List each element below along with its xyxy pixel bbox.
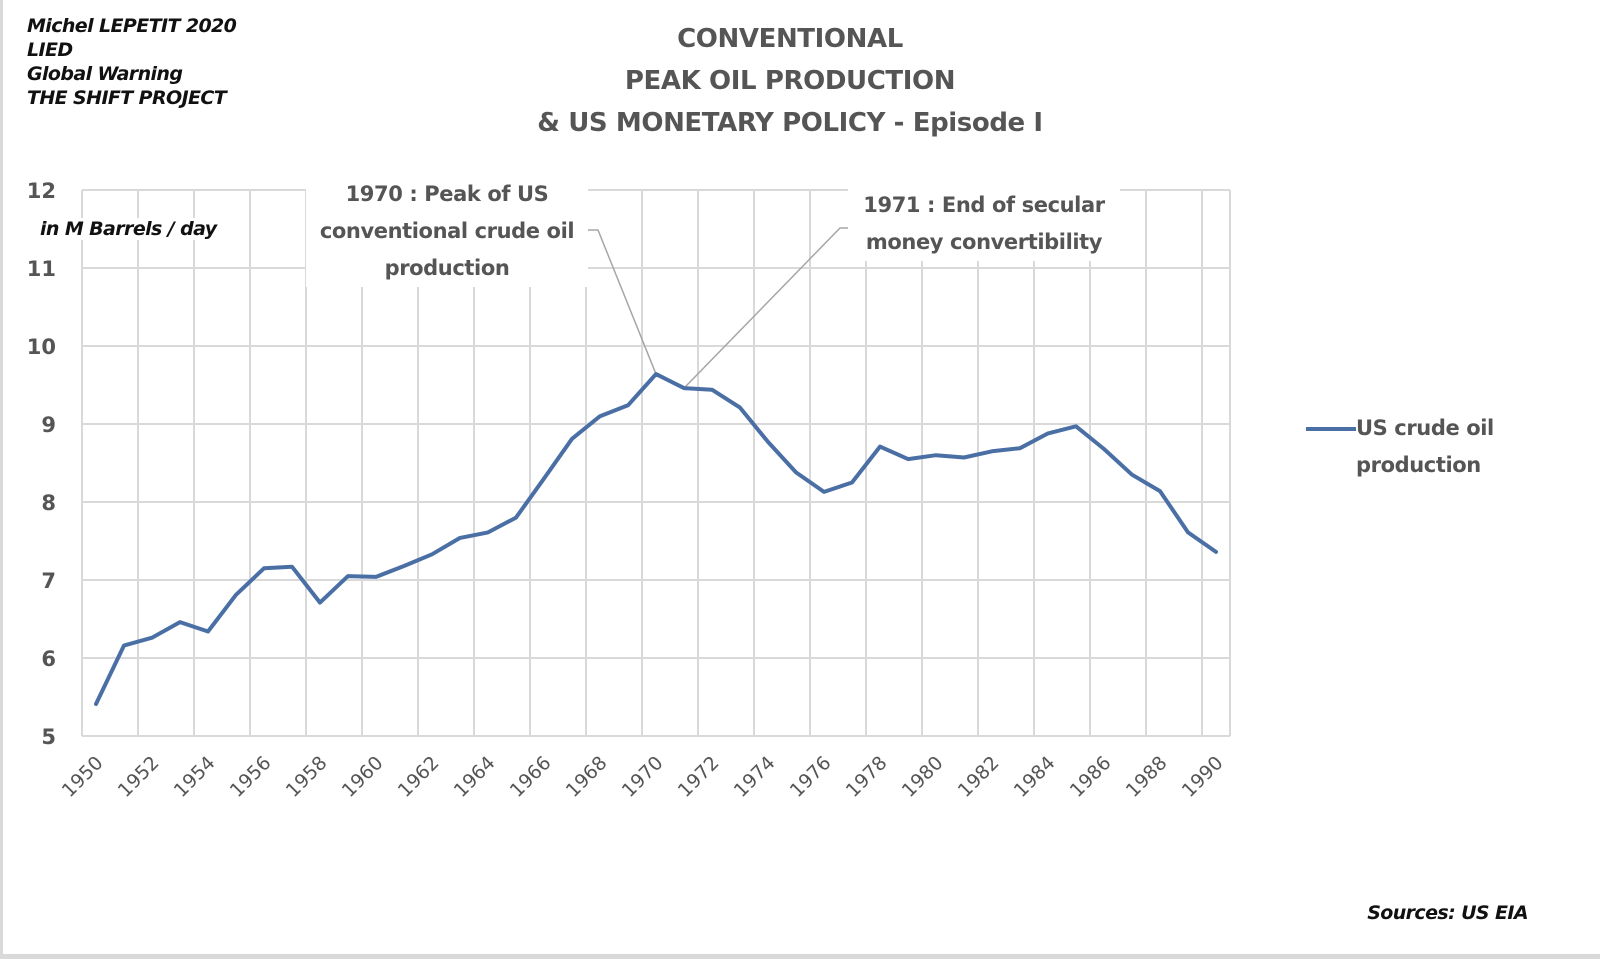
y-axis-unit-label: in M Barrels / day	[36, 218, 221, 240]
x-tick-label: 1976	[786, 752, 836, 802]
frame-bottom-border	[0, 954, 1600, 959]
x-tick-label: 1966	[506, 752, 556, 802]
x-tick-label: 1986	[1066, 752, 1116, 802]
x-tick-label: 1958	[282, 752, 332, 802]
x-tick-label: 1972	[674, 752, 724, 802]
series-group	[94, 372, 1218, 706]
x-tick-label: 1974	[730, 752, 780, 802]
x-tick-label: 1982	[954, 752, 1004, 802]
x-tick-label: 1980	[898, 752, 948, 802]
author-line: Global Warning	[27, 63, 183, 85]
annotation-line: money convertibility	[865, 230, 1103, 254]
author-line: Michel LEPETIT 2020	[27, 15, 237, 37]
x-tick-label: 1964	[450, 752, 500, 802]
annotation-line: conventional crude oil	[319, 219, 575, 243]
chart-legend: US crude oil production	[1306, 410, 1526, 484]
x-axis-tick-labels: 1950 1952 1954 1956 1958 1960 1962 1964 1966 1968…	[58, 752, 1228, 802]
x-tick-label: 1950	[58, 752, 108, 802]
x-tick-label: 1952	[114, 752, 164, 802]
annotation-leader-1970	[588, 229, 657, 375]
y-tick-label: 12	[27, 179, 56, 203]
author-line: LIED	[27, 39, 73, 61]
x-tick-label: 1968	[562, 752, 612, 802]
chart-title-line: CONVENTIONAL	[677, 24, 903, 54]
annotation-leader-lines	[588, 227, 848, 389]
x-tick-label: 1990	[1178, 752, 1228, 802]
y-tick-label: 8	[41, 491, 56, 515]
chart-title: CONVENTIONAL PEAK OIL PRODUCTION & US MO…	[440, 18, 1140, 144]
annotation-1970-peak: 1970 : Peak of US conventional crude oil…	[306, 176, 588, 287]
y-tick-label: 9	[41, 413, 56, 437]
x-tick-label: 1970	[618, 752, 668, 802]
y-tick-label: 10	[27, 335, 56, 359]
annotation-line: 1970 : Peak of US	[345, 182, 549, 206]
x-tick-label: 1954	[170, 752, 220, 802]
gridlines	[81, 189, 1231, 737]
chart-title-line: & US MONETARY POLICY - Episode I	[537, 108, 1043, 138]
x-tick-label: 1988	[1122, 752, 1172, 802]
y-tick-label: 11	[27, 257, 56, 281]
annotation-1971-convertibility: 1971 : End of secular money convertibili…	[848, 187, 1120, 261]
x-tick-label: 1962	[394, 752, 444, 802]
x-tick-label: 1960	[338, 752, 388, 802]
y-tick-label: 6	[41, 647, 56, 671]
author-line: THE SHIFT PROJECT	[27, 87, 227, 109]
y-tick-label: 5	[41, 725, 56, 749]
x-tick-label: 1956	[226, 752, 276, 802]
frame-left-border	[0, 0, 3, 959]
annotation-leader-1971	[683, 227, 848, 389]
y-tick-label: 7	[41, 569, 56, 593]
annotation-line: 1971 : End of secular	[863, 193, 1105, 217]
annotation-line: production	[384, 256, 510, 280]
x-tick-label: 1978	[842, 752, 892, 802]
legend-swatch-us-crude-oil	[1306, 427, 1356, 431]
x-tick-label: 1984	[1010, 752, 1060, 802]
chart-title-line: PEAK OIL PRODUCTION	[624, 66, 956, 96]
legend-label: US crude oil production	[1356, 416, 1494, 477]
author-credits: Michel LEPETIT 2020 LIED Global Warning …	[27, 14, 237, 110]
y-axis-tick-labels: 5 6 7 8 9 10 11 12	[27, 179, 56, 749]
source-note: Sources: US EIA	[1367, 902, 1528, 924]
